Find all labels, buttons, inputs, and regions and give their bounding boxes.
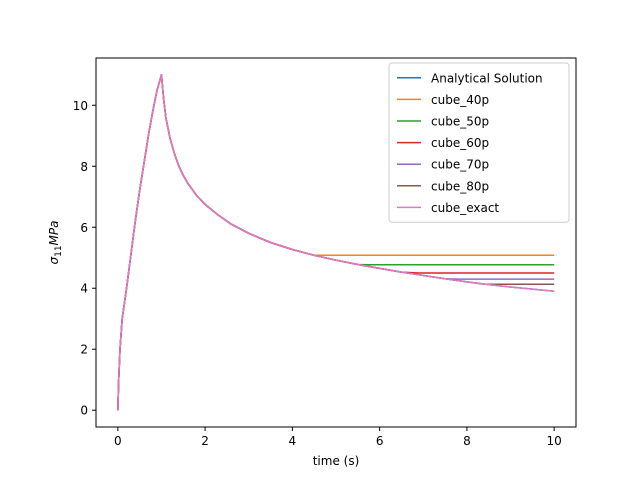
x-tick-label: 8: [463, 434, 471, 448]
y-tick-label: 0: [80, 404, 88, 418]
y-axis-label: σ11MPa: [47, 220, 64, 264]
legend-label: cube_50p: [431, 115, 489, 129]
x-tick-label: 6: [376, 434, 384, 448]
legend-label: Analytical Solution: [431, 71, 543, 85]
x-tick-label: 2: [201, 434, 209, 448]
legend: Analytical Solution cube_40p cube_50p cube_…: [388, 62, 570, 223]
legend-label: cube_60p: [431, 136, 489, 150]
y-axis-label-subscript: 11: [54, 245, 64, 256]
y-tick-label: 6: [80, 221, 88, 235]
y-axis-label-symbol: σ: [47, 257, 61, 265]
legend-label: cube_80p: [431, 179, 489, 193]
y-tick-label: 2: [80, 343, 88, 357]
series-line-6: [117, 74, 555, 411]
x-tick-label: 10: [547, 434, 562, 448]
y-axis-label-unit: MPa: [47, 220, 61, 245]
y-tick-label: 4: [80, 282, 88, 296]
plot-lines: [117, 74, 555, 411]
plot-frame: [95, 57, 577, 428]
y-tick-label: 8: [80, 160, 88, 174]
x-axis: 0 2 4 6 8 10: [114, 427, 562, 448]
x-tick-label: 4: [289, 434, 297, 448]
legend-label: cube_exact: [431, 201, 499, 215]
legend-label: cube_70p: [431, 158, 489, 172]
y-axis: 0 2 4 6 8 10: [73, 99, 96, 418]
x-axis-label: time (s): [313, 454, 360, 468]
y-tick-label: 10: [73, 99, 88, 113]
legend-box: [388, 62, 570, 223]
x-tick-label: 0: [114, 434, 122, 448]
legend-label: cube_40p: [431, 93, 489, 107]
